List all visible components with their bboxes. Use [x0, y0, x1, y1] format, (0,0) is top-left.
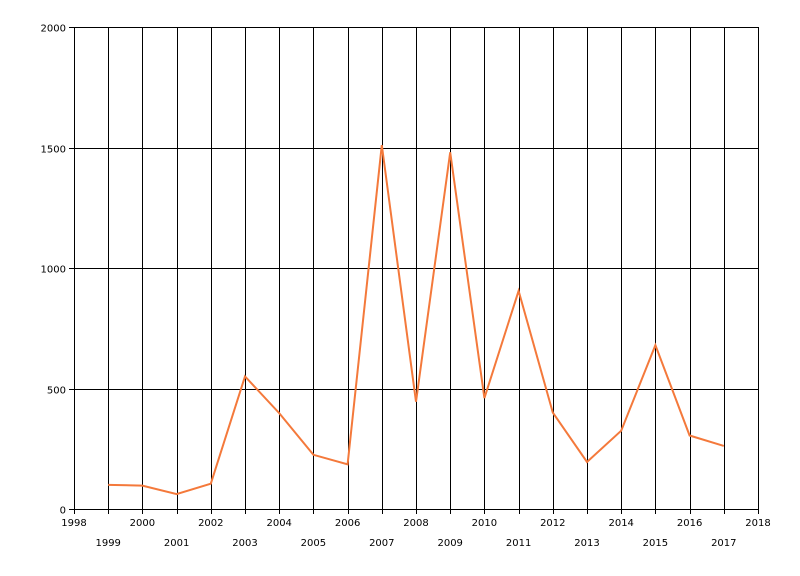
x-tick-label: 2002: [198, 518, 223, 529]
y-axis-tick-labels: 0 500 1000 1500 2000: [41, 24, 66, 517]
x-tick-label: 2011: [506, 538, 531, 549]
x-tick-label: 2015: [643, 538, 668, 549]
y-tick-label: 500: [47, 386, 66, 397]
x-tick-label: 1999: [95, 538, 120, 549]
x-tick-label: 2004: [266, 518, 291, 529]
x-tick-label: 2010: [472, 518, 497, 529]
x-tick-label: 2006: [335, 518, 360, 529]
x-tick-label: 2012: [540, 518, 565, 529]
y-tick-label: 1500: [41, 145, 66, 156]
x-tick-label: 2007: [369, 538, 394, 549]
x-tick-label: 2018: [745, 518, 770, 529]
y-tick-label: 2000: [41, 24, 66, 35]
x-tick-label: 2009: [437, 538, 462, 549]
x-tick-label: 1998: [61, 518, 86, 529]
series-lines: [108, 144, 725, 496]
axes: [74, 27, 758, 514]
x-axis-tick-labels: 1998 2000 2002 2004 2006 2008 2010 2012 2014 2016…: [61, 518, 770, 549]
x-tick-label: 2000: [130, 518, 155, 529]
series-line: [108, 144, 725, 496]
vertical-gridlines: [108, 27, 759, 514]
x-tick-label: 2016: [677, 518, 702, 529]
x-tick-label: 2014: [608, 518, 633, 529]
horizontal-gridlines: [69, 27, 758, 510]
x-tick-label: 2001: [164, 538, 189, 549]
x-tick-label: 2005: [301, 538, 326, 549]
x-tick-label: 2008: [403, 518, 428, 529]
y-tick-label: 0: [60, 506, 66, 517]
x-tick-label: 2003: [232, 538, 257, 549]
x-tick-label: 2013: [574, 538, 599, 549]
y-tick-label: 1000: [41, 265, 66, 276]
x-tick-label: 2017: [711, 538, 736, 549]
